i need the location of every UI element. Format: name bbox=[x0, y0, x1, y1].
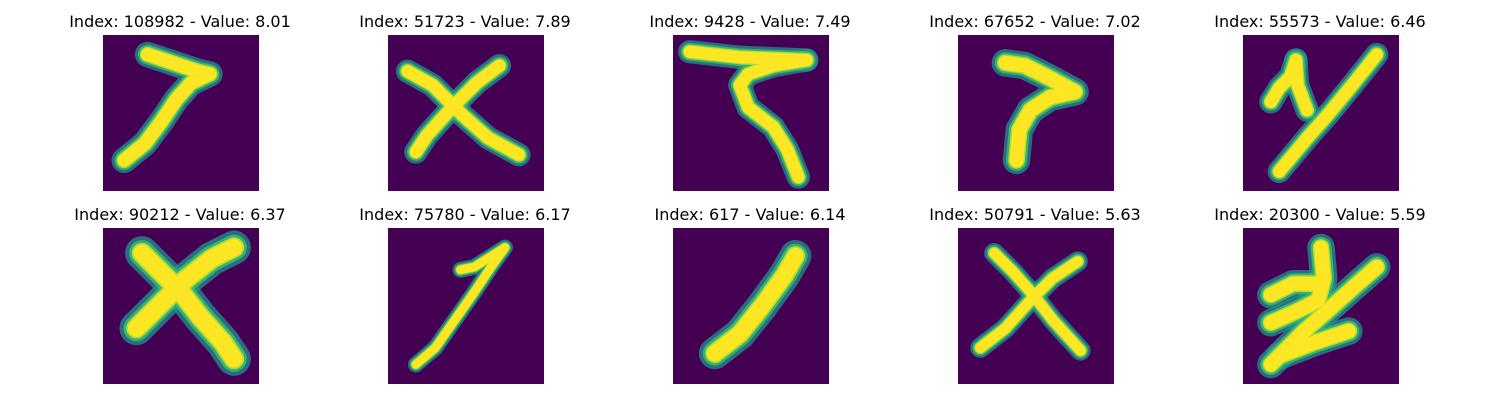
digit-glyph bbox=[698, 239, 812, 370]
digit-stroke bbox=[1273, 48, 1383, 178]
image-panel: Index: 617 - Value: 6.14 bbox=[635, 205, 865, 390]
panel-title: Index: 108982 - Value: 8.01 bbox=[69, 12, 291, 31]
digit-stroke bbox=[411, 243, 509, 369]
digit-stroke bbox=[401, 65, 525, 161]
digit-stroke bbox=[734, 54, 813, 183]
digit-stroke bbox=[127, 239, 243, 337]
digit-image bbox=[103, 228, 259, 384]
panel-title: Index: 617 - Value: 6.14 bbox=[654, 205, 846, 224]
digit-stroke bbox=[1272, 324, 1356, 364]
image-panel: Index: 67652 - Value: 7.02 bbox=[920, 12, 1150, 197]
image-panel: Index: 9428 - Value: 7.49 bbox=[635, 12, 865, 197]
digit-glyph bbox=[678, 40, 819, 189]
panel-title: Index: 9428 - Value: 7.49 bbox=[649, 12, 851, 31]
digit-stroke bbox=[1263, 240, 1331, 330]
digit-stroke bbox=[1290, 54, 1313, 117]
panel-title: Index: 55573 - Value: 6.46 bbox=[1214, 12, 1426, 31]
digit-stroke bbox=[998, 55, 1082, 168]
panel-title: Index: 50791 - Value: 5.63 bbox=[929, 205, 1141, 224]
digit-glyph bbox=[970, 243, 1091, 361]
image-panel: Index: 75780 - Value: 6.17 bbox=[350, 205, 580, 390]
digit-glyph bbox=[1259, 42, 1389, 184]
digit-glyph bbox=[1257, 233, 1391, 379]
image-panel: Index: 51723 - Value: 7.89 bbox=[350, 12, 580, 197]
digit-image bbox=[673, 228, 829, 384]
digit-image bbox=[958, 35, 1114, 191]
panel-title: Index: 75780 - Value: 6.17 bbox=[359, 205, 571, 224]
panel-title: Index: 51723 - Value: 7.89 bbox=[359, 12, 571, 31]
digit-stroke bbox=[975, 256, 1083, 353]
digit-stroke bbox=[117, 48, 217, 167]
digit-image bbox=[1243, 228, 1399, 384]
digit-stroke bbox=[133, 244, 243, 368]
image-panel: Index: 50791 - Value: 5.63 bbox=[920, 205, 1150, 390]
digit-stroke bbox=[706, 247, 804, 362]
image-panel: Index: 20300 - Value: 5.59 bbox=[1205, 205, 1435, 390]
panel-title: Index: 90212 - Value: 6.37 bbox=[74, 205, 286, 224]
digit-glyph bbox=[407, 239, 513, 373]
digit-stroke bbox=[410, 59, 506, 158]
digit-image bbox=[673, 35, 829, 191]
digit-glyph bbox=[119, 230, 251, 376]
digit-image bbox=[958, 228, 1114, 384]
digit-image bbox=[388, 228, 544, 384]
digit-stroke bbox=[1263, 276, 1328, 302]
digit-glyph bbox=[991, 49, 1089, 175]
image-panel: Index: 108982 - Value: 8.01 bbox=[65, 12, 295, 197]
digit-image bbox=[103, 35, 259, 191]
digit-image bbox=[1243, 35, 1399, 191]
digit-image bbox=[388, 35, 544, 191]
digit-glyph bbox=[111, 41, 223, 174]
digit-glyph bbox=[395, 53, 531, 167]
panel-title: Index: 20300 - Value: 5.59 bbox=[1214, 205, 1426, 224]
image-panel: Index: 55573 - Value: 6.46 bbox=[1205, 12, 1435, 197]
image-panel: Index: 90212 - Value: 6.37 bbox=[65, 205, 295, 390]
panel-title: Index: 67652 - Value: 7.02 bbox=[929, 12, 1141, 31]
